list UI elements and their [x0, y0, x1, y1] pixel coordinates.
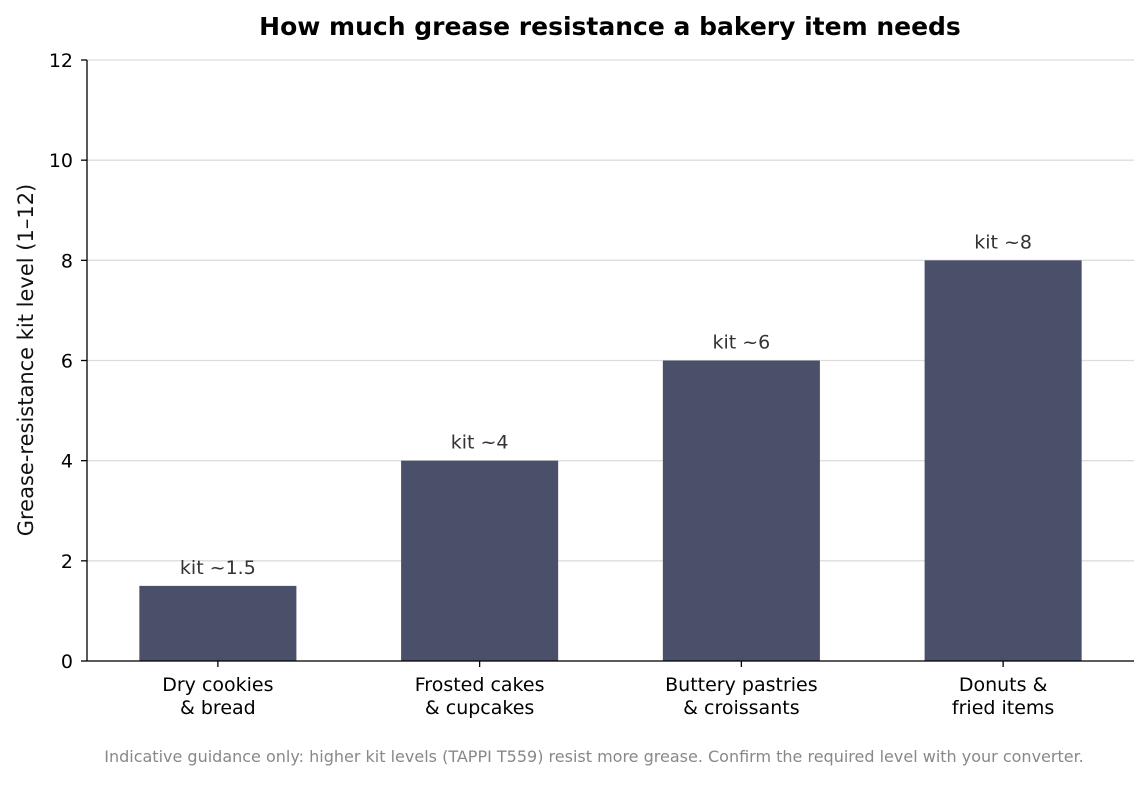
x-tick-label: Frosted cakes: [415, 674, 545, 696]
bar-data-label: kit ~4: [451, 432, 509, 454]
bar-data-label: kit ~6: [712, 332, 770, 354]
y-tick-label: 8: [61, 250, 73, 272]
footnote: Indicative guidance only: higher kit lev…: [104, 747, 1084, 766]
y-axis-label: Grease-resistance kit level (1–12): [14, 184, 38, 537]
x-tick-label: & croissants: [683, 697, 799, 719]
bar: [401, 460, 559, 661]
x-tick-label: & cupcakes: [425, 697, 534, 719]
bar-data-label: kit ~8: [974, 231, 1032, 253]
x-tick-label: Donuts &: [959, 674, 1048, 696]
y-tick-label: 2: [61, 551, 73, 573]
axes: 0 2 4 6 8 10 12 Dry cookies& bread Frosted cakes…: [49, 50, 1134, 719]
bars: [139, 260, 1082, 661]
y-tick-label: 0: [61, 651, 73, 673]
chart-title: How much grease resistance a bakery item…: [259, 12, 961, 41]
bar-data-label: kit ~1.5: [180, 557, 256, 579]
y-tick-label: 12: [49, 50, 73, 72]
data-labels: kit ~1.5 kit ~4 kit ~6 kit ~8: [180, 231, 1032, 579]
y-tick-label: 10: [49, 150, 73, 172]
x-tick-label: Buttery pastries: [665, 674, 818, 696]
bar: [662, 360, 820, 661]
y-tick-label: 6: [61, 351, 73, 373]
x-tick-label: Dry cookies: [162, 674, 273, 696]
x-tick-label: fried items: [952, 697, 1054, 719]
bar: [139, 585, 297, 661]
x-tick-label: & bread: [180, 697, 256, 719]
bar: [924, 260, 1082, 661]
gridlines: [87, 59, 1134, 662]
y-tick-label: 4: [61, 451, 73, 473]
